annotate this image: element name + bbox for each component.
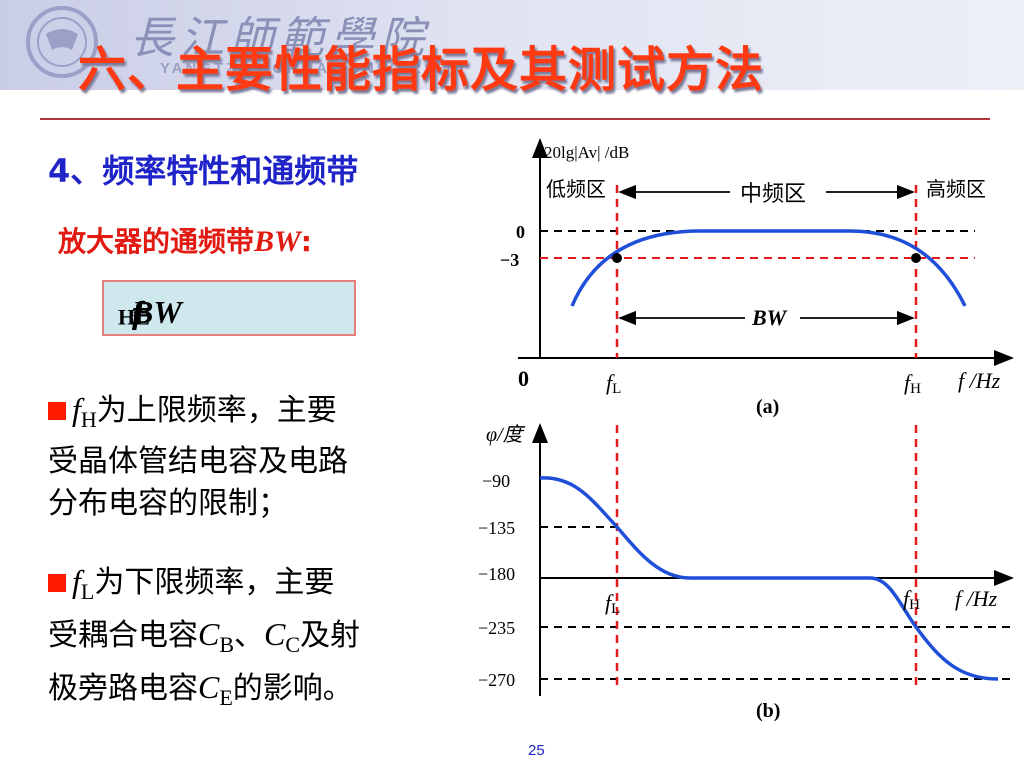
a-fh-f: f: [904, 370, 913, 395]
bullet-fl-symbol: f: [72, 563, 81, 599]
formula-fh: f: [132, 294, 143, 330]
b-fh-sub: H: [909, 597, 920, 613]
b-fl-sub: L: [611, 601, 620, 617]
page-number: 25: [528, 742, 545, 759]
ce-symbol: C: [198, 669, 220, 705]
b-phase-curve: [539, 476, 999, 681]
a-fl-point: [612, 253, 622, 263]
a-fh-label: fH: [904, 370, 921, 397]
formula-fh-sub: H: [118, 304, 136, 330]
formula-eq: =: [132, 294, 151, 330]
bullet-fh-line3: 分布电容的限制；: [48, 486, 288, 521]
bandwidth-definition: 放大器的通频带BW:: [58, 220, 312, 260]
a-fl-sub: L: [612, 381, 621, 397]
a-fh-sub: H: [910, 381, 921, 397]
b-fl-f: f: [605, 590, 614, 615]
b-ytick-90: −90: [482, 471, 510, 491]
a-ytick-minus3: −3: [500, 250, 519, 270]
b-fl-label: fL: [605, 590, 620, 617]
cc-symbol: C: [264, 616, 286, 652]
a-xlabel: f /Hz: [958, 368, 1001, 393]
a-fl-f: f: [606, 370, 615, 395]
phase-response-chart: φ/度 f /Hz −90 −135 −180 −235 −270 fL fH …: [478, 423, 1014, 722]
b-ytick-270: −270: [478, 670, 515, 690]
university-name-cn: 長江師範學院: [130, 13, 430, 64]
cc-sub: C: [285, 632, 301, 657]
bullet-fh-line1: 为上限频率，主要: [96, 393, 337, 428]
a-gain-curve: [570, 229, 967, 307]
b-ytick-135: −135: [478, 518, 515, 538]
title-divider: [40, 118, 990, 120]
bullet-square-icon: [48, 574, 66, 592]
bullet-fh-symbol: f: [72, 391, 81, 427]
a-fl-label: fL: [606, 370, 621, 397]
bullet-square-icon: [48, 402, 66, 420]
header-banner: 長江師範學院 YANGTZE NORMAL UNIVERSITY: [0, 0, 1024, 90]
a-bw-label: BW: [751, 305, 788, 330]
section-title: 4、频率特性和通频带: [48, 152, 359, 190]
bullet-fl: fL为下限频率，主要 受耦合电容CB、CC及射 极旁路电容CE的影响。: [48, 560, 458, 719]
a-caption: (a): [756, 396, 779, 418]
ce-sub: E: [219, 685, 233, 710]
university-emblem-icon: [26, 6, 98, 78]
a-origin-label: 0: [518, 366, 529, 391]
a-low-region-label: 低频区: [546, 178, 606, 201]
cb-sub: B: [219, 632, 235, 657]
b-xlabel: f /Hz: [955, 586, 998, 611]
bullet-fh-line2: 受晶体管结电容及电路: [48, 444, 348, 479]
bandwidth-symbol: BW: [254, 225, 301, 258]
b-ytick-180: −180: [478, 564, 515, 584]
b-fh-f: f: [903, 586, 912, 611]
bullet-fh: fH为上限频率，主要 受晶体管结电容及电路 分布电容的限制；: [48, 388, 458, 525]
formula-fl: f: [132, 294, 143, 330]
a-high-region-label: 高频区: [926, 178, 986, 201]
a-fh-point: [911, 253, 921, 263]
formula-lhs: BW: [132, 294, 182, 330]
a-ylabel: 20lg|Av| /dB: [544, 143, 629, 162]
bullet-fl-line2b: 及射: [300, 618, 361, 653]
a-ytick-0: 0: [516, 222, 525, 242]
bullet-fl-sep: 、: [234, 618, 265, 653]
b-ytick-235: −235: [478, 618, 515, 638]
a-mid-region-label: 中频区: [740, 181, 806, 206]
bandwidth-label: 放大器的通频带: [58, 225, 255, 258]
bullet-fl-sub: L: [80, 579, 95, 604]
b-ylabel: φ/度: [486, 424, 526, 446]
bullet-fl-line2a: 受耦合电容: [48, 618, 198, 653]
b-fh-label: fH: [903, 586, 920, 613]
slide-title: 六、主要性能指标及其测试方法: [78, 42, 765, 98]
formula-fl-sub: L: [135, 304, 150, 330]
bandwidth-colon: :: [300, 225, 312, 258]
amplitude-response-chart: 20lg|Av| /dB 0 f /Hz 0 −3 低频区 中频区 高频区 BW…: [500, 138, 1014, 418]
bullet-fl-line3b: 的影响。: [232, 671, 353, 706]
bullet-fl-line1: 为下限频率，主要: [94, 565, 335, 600]
b-caption: (b): [756, 700, 780, 722]
university-name-en: YANGTZE NORMAL UNIVERSITY: [160, 60, 470, 77]
bullet-fl-line3a: 极旁路电容: [48, 671, 198, 706]
bullet-fh-sub: H: [80, 407, 97, 432]
formula-minus: −: [132, 294, 151, 330]
cb-symbol: C: [198, 616, 220, 652]
